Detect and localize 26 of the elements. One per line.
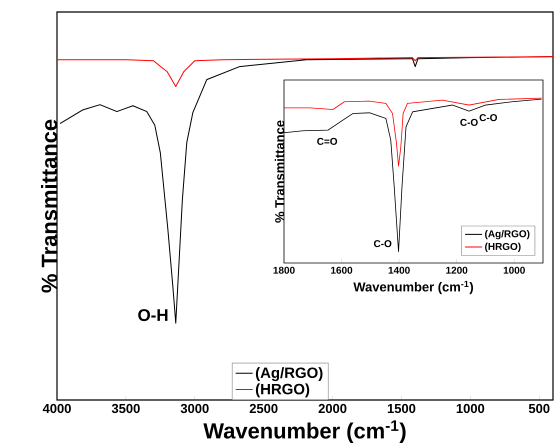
x-tick-label: 3500 xyxy=(112,404,140,414)
x-axis-title: Wavenumber (cm$^{-1}$) xyxy=(203,420,406,443)
x-tick-label: 2000 xyxy=(318,404,346,414)
x-tick-label: 500 xyxy=(528,404,550,414)
legend-label: (HRGO) xyxy=(256,383,310,398)
x-tick-label: 1600 xyxy=(331,266,352,274)
x-tick-label: 1500 xyxy=(388,404,416,414)
x-tick-label: 1400 xyxy=(388,266,410,274)
annotation: C=O xyxy=(317,138,338,145)
x-tick-label: 4000 xyxy=(42,404,71,414)
annotation: O-H xyxy=(138,309,168,322)
y-axis-title: % Transmittance xyxy=(40,120,58,293)
y-axis-title: % Transmittance xyxy=(274,120,284,223)
x-tick-label: 1000 xyxy=(504,266,525,274)
x-tick-label: 1200 xyxy=(446,266,468,274)
x-tick-label: 3000 xyxy=(180,404,209,414)
x-tick-label: 2500 xyxy=(250,404,278,414)
annotation: C-O xyxy=(460,118,478,126)
x-axis-title: Wavenumber (cm$^{-1}$) xyxy=(353,280,474,294)
annotation: C-O xyxy=(480,114,498,122)
legend-label: (Ag/RGO) xyxy=(256,367,322,382)
x-tick-label: 1000 xyxy=(456,404,484,414)
legend-label: (Ag/RGO) xyxy=(485,230,530,240)
legend-label: (HRGO) xyxy=(485,242,521,252)
x-tick-label: 1800 xyxy=(274,266,295,274)
annotation: C-O xyxy=(374,240,392,248)
